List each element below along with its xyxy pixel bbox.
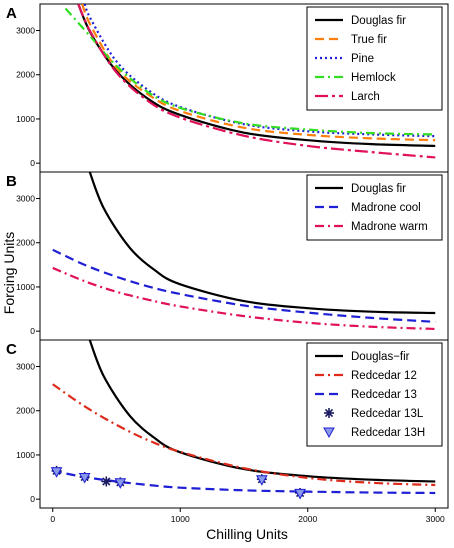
- legend-item: Redcedar 13H: [323, 427, 425, 439]
- series-redcedar-13h-point: [294, 488, 306, 500]
- panel-label: B: [6, 173, 17, 190]
- series-redcedar-13h-point: [114, 478, 127, 489]
- panel-label: C: [6, 341, 17, 358]
- y-tick-label: 3000: [16, 194, 35, 204]
- legend-label: Madrone warm: [351, 221, 428, 233]
- series-redcedar-13l-point: [101, 476, 112, 487]
- legend-label: Redcedar 13L: [351, 408, 424, 420]
- y-tick-label: 1000: [16, 450, 35, 460]
- legend-label: Redcedar 13: [351, 389, 417, 401]
- x-tick-label: 2000: [298, 514, 317, 524]
- panel-a: A 0 1000 2000 3000 Douglas fir True fir Pine Hem…: [6, 3, 449, 173]
- y-tick-label: 1000: [16, 282, 35, 292]
- legend-item: Redcedar 13L: [324, 408, 424, 420]
- legend-label: Hemlock: [351, 72, 396, 84]
- y-tick-label: 2000: [16, 238, 35, 248]
- legend-label: True fir: [351, 34, 387, 46]
- legend: Douglas fir True fir Pine Hemlock Larch: [306, 6, 443, 111]
- series-douglas-fir-line: [77, 4, 436, 148]
- series-redcedar-13h-point: [256, 475, 268, 486]
- series-douglas-fir-line: [88, 172, 436, 315]
- y-tick-label: 3000: [16, 26, 35, 36]
- y-tick-label: 0: [30, 158, 35, 168]
- series-madrone-cool-line: [52, 248, 436, 323]
- legend-label: Pine: [351, 53, 374, 65]
- legend-item: Redcedar 13: [315, 389, 417, 401]
- series-madrone-warm-line: [52, 266, 436, 331]
- y-tick-label: 3000: [16, 362, 35, 372]
- series-redcedar-13h-point: [78, 472, 91, 484]
- legend-item: Larch: [315, 91, 380, 103]
- series-hemlock-line: [64, 7, 436, 136]
- legend-item: Douglas−fir: [315, 351, 410, 363]
- legend-label: Larch: [351, 91, 380, 103]
- series-douglas-fir-line: [88, 340, 436, 483]
- legend-label: Redcedar 13H: [351, 427, 425, 439]
- legend-item: Douglas fir: [315, 183, 406, 195]
- legend-label: Douglas fir: [351, 15, 406, 27]
- series-redcedar-13h-point: [50, 467, 63, 478]
- legend-item: Douglas fir: [315, 15, 406, 27]
- x-axis-label: Chilling Units: [206, 526, 288, 542]
- panel-label: A: [6, 5, 17, 22]
- y-axis-label: Forcing Units: [1, 232, 17, 314]
- legend-label: Douglas fir: [351, 183, 406, 195]
- y-tick-label: 2000: [16, 406, 35, 416]
- series-true-fir-line: [81, 4, 436, 142]
- legend-item: Redcedar 12: [315, 370, 417, 382]
- legend-item: Hemlock: [315, 72, 396, 84]
- y-tick-label: 0: [30, 326, 35, 336]
- series-redcedar-13-line: [52, 469, 436, 495]
- x-tick-label: 0: [50, 514, 55, 524]
- panel-frame: [39, 339, 449, 509]
- y-tick-label: 0: [30, 494, 35, 504]
- y-tick-label: 1000: [16, 114, 35, 124]
- panel-c: C 0 1000 2000 3000 0 1000 2000 3000 Douglas−fir Re…: [6, 339, 449, 524]
- panel-b: B 0 1000 2000 3000 Douglas fir Madrone cool Mad…: [6, 171, 449, 341]
- x-tick-label: 1000: [171, 514, 190, 524]
- legend-item: Pine: [315, 53, 374, 65]
- series-redcedar-12-line: [52, 383, 436, 487]
- legend-label: Redcedar 12: [351, 370, 417, 382]
- legend: Douglas−fir Redcedar 12 Redcedar 13 Redceda…: [306, 342, 443, 447]
- x-tick-label: 3000: [426, 514, 445, 524]
- legend-label: Madrone cool: [351, 202, 421, 214]
- legend-box: [306, 6, 443, 111]
- legend-item: Madrone cool: [315, 202, 421, 214]
- legend-item: Madrone warm: [315, 221, 428, 233]
- y-tick-label: 2000: [16, 70, 35, 80]
- legend-label: Douglas−fir: [351, 351, 410, 363]
- legend: Douglas fir Madrone cool Madrone warm: [306, 174, 443, 241]
- legend-item: True fir: [315, 34, 387, 46]
